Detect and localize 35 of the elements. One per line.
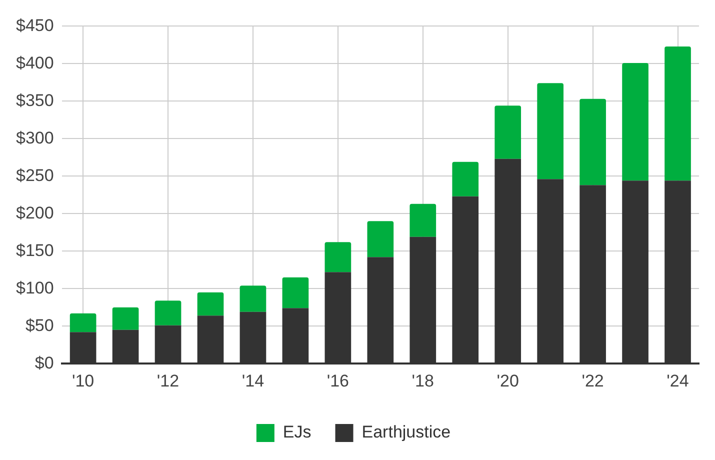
bar: [494, 106, 522, 159]
y-tick-label: $200: [16, 203, 54, 222]
x-tick-label: '20: [496, 371, 519, 390]
bar: [664, 46, 691, 181]
y-tick-label: $100: [16, 278, 54, 298]
bar: [452, 162, 479, 196]
y-tick-label: $300: [16, 128, 54, 148]
y-tick-label: $0: [34, 353, 54, 372]
x-tick-label: '18: [412, 371, 434, 390]
x-tick-label: '10: [72, 371, 94, 390]
x-tick-label: '12: [156, 371, 180, 390]
bar: [112, 307, 139, 330]
bar: [622, 62, 648, 181]
y-tick-label: $150: [16, 240, 54, 260]
bar: [240, 286, 266, 312]
x-tick-label: '24: [666, 371, 689, 390]
bar: [367, 221, 394, 258]
x-tick-label: '14: [242, 371, 264, 390]
y-tick-label: $400: [16, 53, 54, 72]
bar: [324, 242, 352, 272]
bar: [197, 292, 224, 316]
bar: [282, 277, 309, 308]
y-tick-label: $450: [16, 16, 54, 35]
bar: [70, 313, 96, 332]
legend-label: Earthjustice: [362, 422, 451, 442]
bar: [410, 204, 436, 237]
y-tick-label: $350: [16, 90, 54, 110]
legend-label: EJs: [282, 422, 312, 442]
bar: [580, 98, 606, 186]
y-tick-label: $50: [25, 316, 54, 335]
x-tick-label: '22: [582, 371, 604, 390]
y-tick-label: $250: [16, 166, 54, 185]
bar: [537, 83, 564, 180]
x-tick-label: '16: [326, 371, 350, 390]
bar: [154, 300, 182, 326]
